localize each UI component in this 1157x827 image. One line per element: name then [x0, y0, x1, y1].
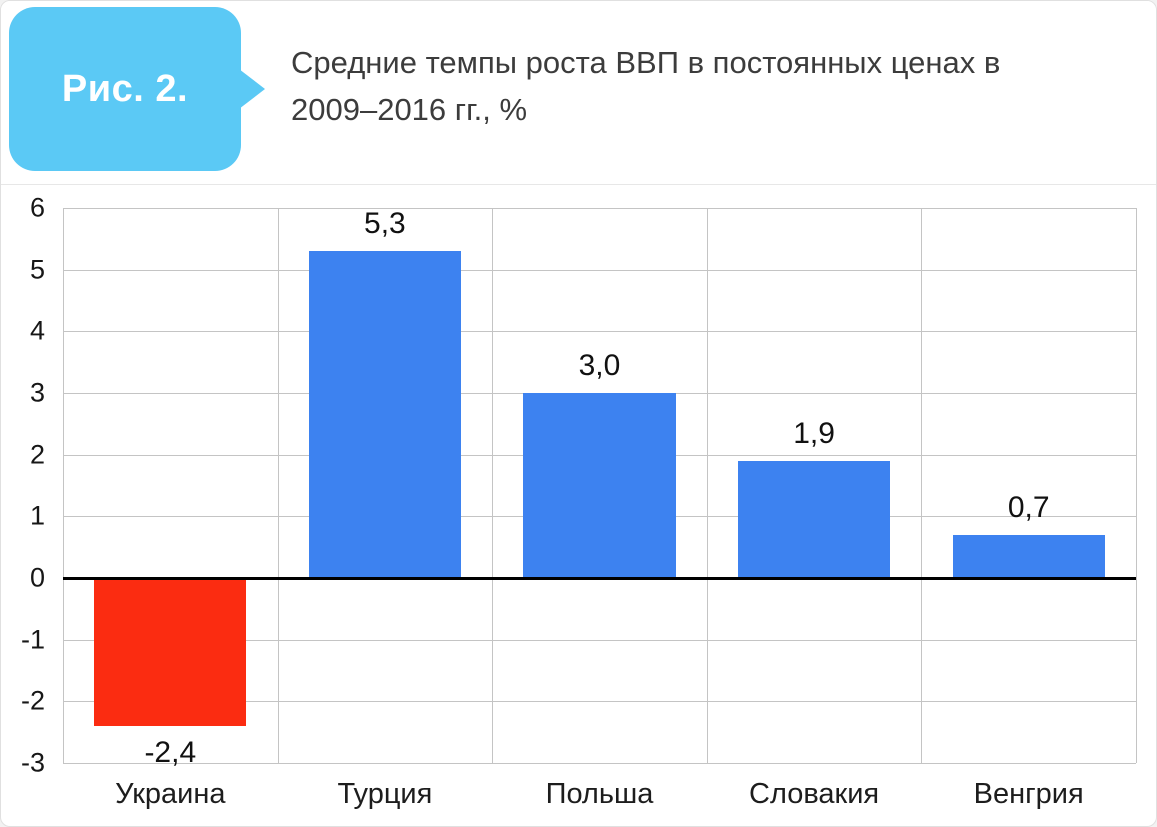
figure-title: Средние темпы роста ВВП в постоянных цен… [291, 45, 1001, 128]
figure-header: Рис. 2. Средние темпы роста ВВП в постоя… [1, 1, 1156, 185]
bar-value-label: 1,9 [793, 416, 835, 450]
bar-chart: 6 5 4 3 2 1 0 -1 -2 -3 -2,4 5,3 3,0 1,9 0,7 Украина Ту… [1, 186, 1156, 826]
figure-number-label: Рис. 2. [61, 67, 189, 110]
h-gridline [63, 269, 1136, 271]
v-gridline [1136, 208, 1137, 763]
bar-value-label: -2,4 [144, 736, 197, 769]
y-tick-label: 3 [29, 377, 45, 408]
y-tick-label: -3 [20, 747, 45, 778]
bar [94, 578, 247, 726]
y-tick-label: 6 [29, 192, 45, 223]
x-category-label: Украина [115, 778, 226, 810]
bar [952, 534, 1105, 578]
x-category-label: Венгрия [973, 778, 1084, 810]
y-tick-label: 4 [29, 315, 45, 346]
h-gridline [63, 208, 1136, 209]
bar-value-label: 0,7 [1007, 490, 1050, 524]
h-gridline [63, 763, 1136, 764]
v-gridline [492, 208, 494, 763]
bar [737, 460, 891, 578]
x-category-label: Польша [545, 778, 654, 810]
figure-number-badge: Рис. 2. [9, 7, 241, 171]
v-gridline [921, 208, 923, 763]
y-tick-label: -2 [20, 685, 45, 716]
y-tick-label: 5 [29, 254, 45, 285]
bar [523, 393, 676, 578]
x-category-label: Словакия [749, 778, 880, 810]
y-tick-label: -1 [20, 624, 45, 655]
y-tick-label: 0 [29, 562, 45, 593]
h-gridline [63, 331, 1136, 333]
plot-area: -2,4 5,3 3,0 1,9 0,7 [63, 207, 1137, 769]
zero-line [63, 577, 1136, 580]
bar [308, 251, 462, 578]
v-gridline [63, 208, 64, 763]
y-axis-labels: 6 5 4 3 2 1 0 -1 -2 -3 [1, 193, 49, 778]
v-gridline [706, 208, 708, 763]
y-tick-label: 2 [29, 439, 45, 470]
v-gridline [277, 208, 279, 763]
bar-value-label: 5,3 [364, 207, 406, 241]
h-gridline [63, 701, 1136, 703]
x-category-label: Турция [337, 778, 433, 810]
bar-value-label: 3,0 [578, 348, 621, 382]
y-tick-label: 1 [29, 500, 45, 531]
h-gridline [63, 639, 1136, 641]
x-axis-labels: Украина Турция Польша Словакия Венгрия [63, 778, 1136, 811]
